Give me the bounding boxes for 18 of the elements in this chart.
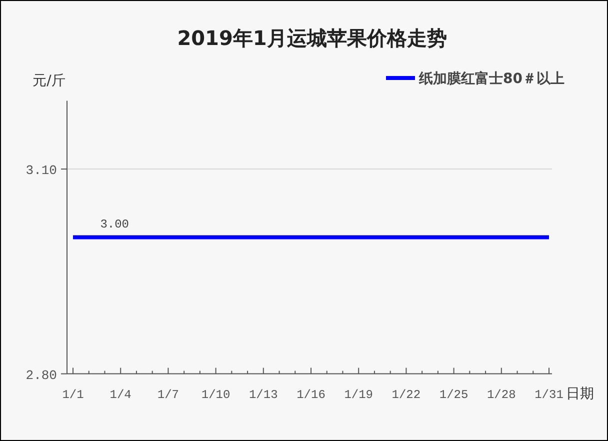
x-tick-label: 1/10: [201, 388, 230, 402]
x-axis-title: 日期: [566, 386, 594, 402]
y-axis-title: 元/斤: [32, 73, 66, 89]
x-tick-label: 1/16: [296, 388, 326, 402]
x-tick-label: 1/1: [62, 388, 84, 402]
legend-label: 纸加膜红富士80＃以上: [418, 70, 564, 87]
x-tick-label: 1/4: [110, 388, 132, 402]
x-tick-label: 1/28: [486, 388, 516, 402]
y-tick-label: 3.10: [26, 163, 57, 178]
y-tick-label: 2.80: [26, 368, 57, 383]
x-tick-label: 1/13: [248, 388, 278, 402]
x-tick-label: 1/25: [439, 388, 468, 402]
x-tick-label: 1/19: [344, 388, 374, 402]
data-label: 3.00: [100, 217, 130, 232]
x-tick-label: 1/7: [157, 388, 180, 402]
x-tick-label: 1/22: [392, 388, 421, 402]
chart-title: 2019年1月运城苹果价格走势: [177, 26, 447, 50]
x-tick-label: 1/31: [534, 388, 564, 402]
